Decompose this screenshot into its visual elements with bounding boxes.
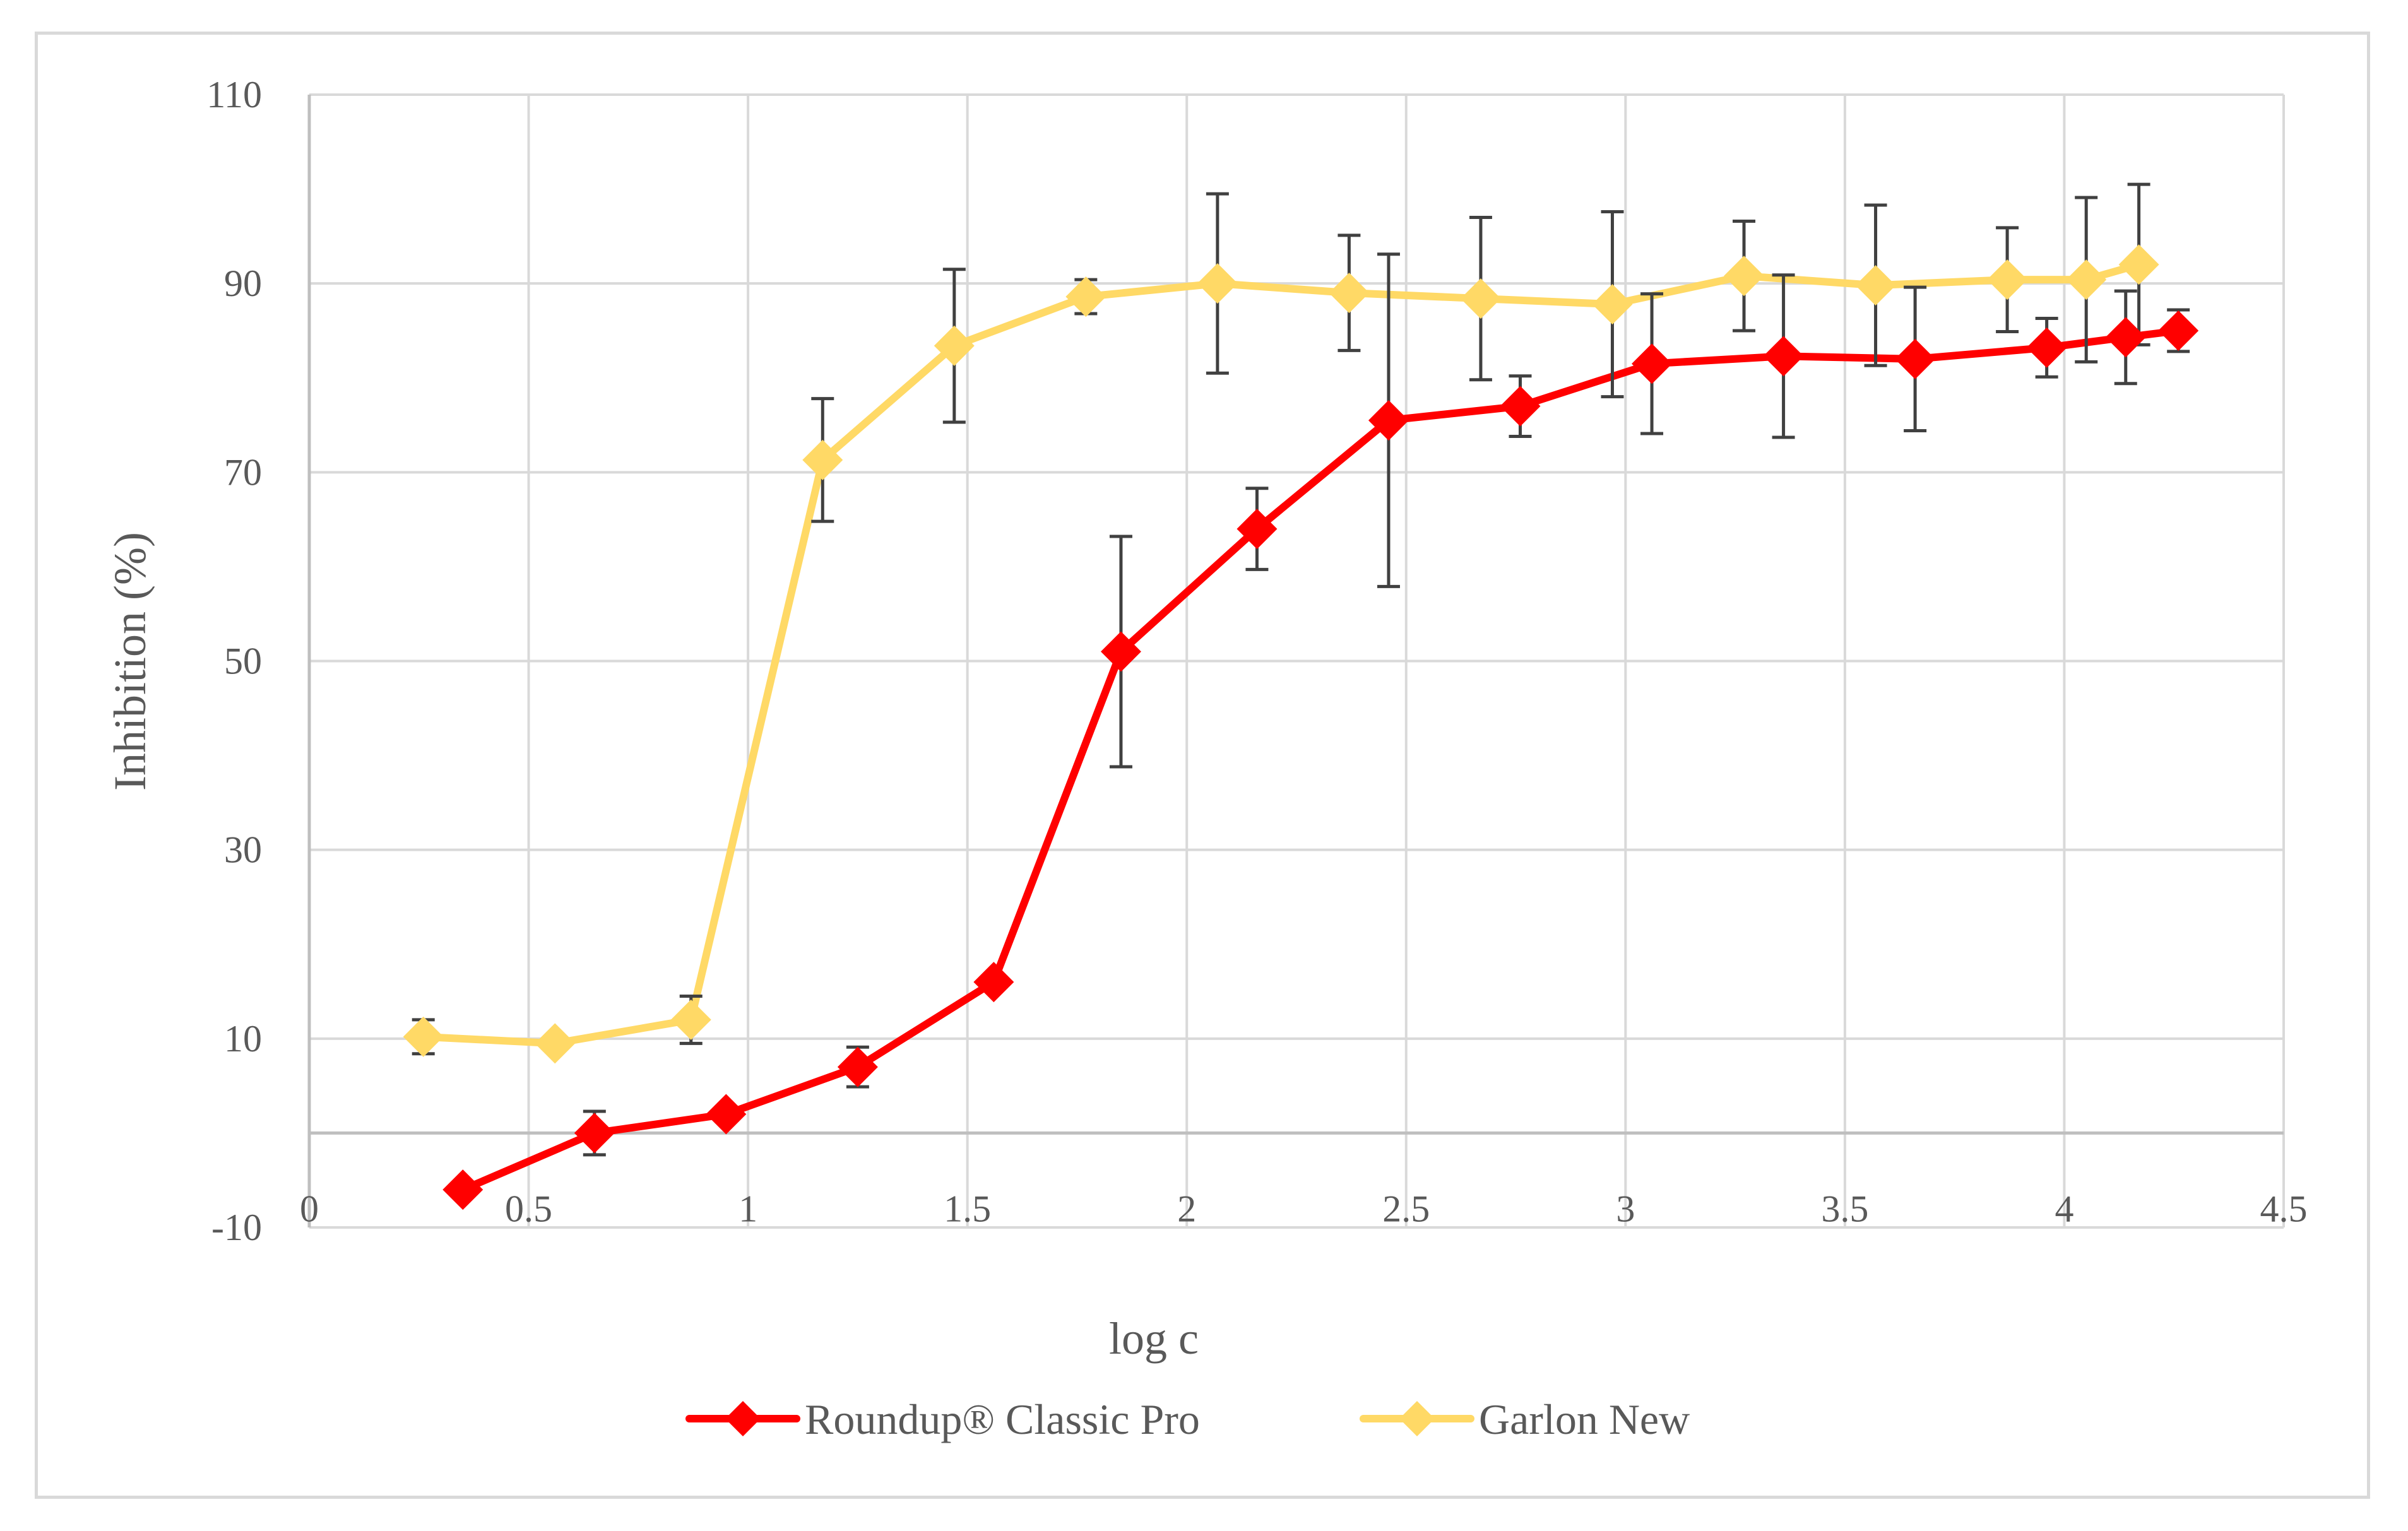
data-point-marker: [802, 439, 843, 480]
x-tick-label: 2: [1177, 1188, 1196, 1229]
grid-lines: [308, 93, 2285, 1229]
x-tick-label: 0: [300, 1188, 319, 1229]
legend: Roundup® Classic Pro Garlon New: [685, 1395, 1690, 1443]
chart-frame: [35, 32, 2370, 1499]
y-tick-label: -10: [211, 1207, 262, 1248]
data-point-marker: [1368, 400, 1409, 441]
data-point-marker: [574, 1113, 615, 1154]
data-point-marker: [1592, 284, 1633, 325]
data-point-marker: [1197, 263, 1238, 304]
data-point-marker: [1987, 259, 2028, 300]
data-point-marker: [670, 999, 711, 1040]
y-tick-label: 90: [224, 263, 262, 304]
legend-swatch-marker: [1399, 1401, 1435, 1436]
y-tick-label: 70: [224, 451, 262, 493]
data-point-marker: [442, 1169, 483, 1210]
data-point-marker: [1632, 343, 1673, 384]
data-point-marker: [2105, 317, 2146, 358]
data-point-marker: [403, 1016, 444, 1057]
data-point-marker: [2158, 310, 2199, 351]
data-point-marker: [1237, 509, 1278, 550]
data-point-marker: [1100, 631, 1141, 672]
legend-item-garlon: Garlon New: [1360, 1395, 1690, 1443]
error-bars: [412, 182, 2190, 1157]
x-axis-title: log c: [1109, 1313, 1199, 1364]
data-point-marker: [1500, 386, 1541, 427]
y-tick-label: 10: [224, 1018, 262, 1060]
data-point-marker: [706, 1094, 747, 1135]
axes: [307, 95, 2284, 1227]
data-point-marker: [535, 1023, 576, 1064]
y-tick-labels: -10 10 30 50 70 90 110: [206, 74, 262, 1248]
x-tick-label: 4.5: [2260, 1188, 2308, 1229]
series-line: [459, 326, 2183, 1194]
data-point-marker: [1065, 276, 1106, 317]
y-tick-label: 110: [206, 74, 262, 115]
data-point-marker: [934, 325, 975, 366]
data-point-marker: [1329, 273, 1370, 314]
series-line: [419, 261, 2143, 1048]
legend-label-roundup: Roundup® Classic Pro: [805, 1395, 1200, 1443]
x-tick-label: 3.5: [1821, 1188, 1868, 1229]
legend-item-roundup: Roundup® Classic Pro: [685, 1395, 1200, 1443]
data-point-marker: [837, 1046, 878, 1087]
y-axis-title: Inhibition (%): [105, 532, 155, 791]
data-point-marker: [1460, 278, 1501, 319]
legend-swatch-marker: [725, 1401, 761, 1436]
x-tick-label: 0.5: [505, 1188, 552, 1229]
x-tick-labels: 0 0.5 1 1.5 2 2.5 3 3.5 4 4.5: [300, 1188, 2308, 1229]
x-tick-label: 3: [1616, 1188, 1635, 1229]
data-point-marker: [2026, 327, 2067, 368]
data-point-marker: [1763, 336, 1804, 377]
x-tick-label: 2.5: [1382, 1188, 1430, 1229]
x-tick-label: 1.5: [944, 1188, 991, 1229]
data-point-marker: [1895, 338, 1936, 379]
y-tick-label: 30: [224, 829, 262, 871]
data-point-marker: [1724, 256, 1765, 297]
series-markers: [403, 244, 2199, 1210]
data-point-marker: [2066, 259, 2107, 300]
data-point-marker: [973, 962, 1014, 1003]
legend-label-garlon: Garlon New: [1479, 1395, 1690, 1443]
x-tick-label: 4: [2055, 1188, 2073, 1229]
data-point-marker: [1855, 265, 1896, 306]
y-tick-label: 50: [224, 641, 262, 682]
x-tick-label: 1: [738, 1188, 757, 1229]
data-point-marker: [2118, 244, 2159, 285]
